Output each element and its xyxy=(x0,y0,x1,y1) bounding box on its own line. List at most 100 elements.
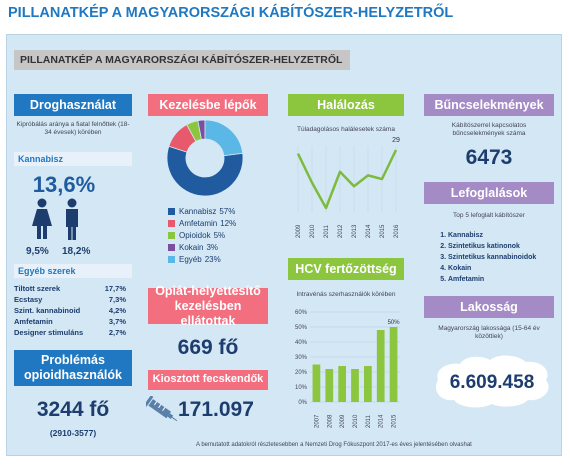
y-tick-label: 30% xyxy=(295,355,308,361)
chart-title: Intravénás szerhasználók körében xyxy=(296,291,396,298)
section-header: Bűncselekmények xyxy=(424,94,554,116)
gender-icons xyxy=(32,198,78,240)
x-tick-label: 2014 xyxy=(379,414,385,428)
row-value: 7,3% xyxy=(108,295,126,304)
section-subtitle: Kábítószerrel kapcsolatos bűncselekménye… xyxy=(451,122,527,138)
row-value: 3,7% xyxy=(108,317,126,326)
section-subtitle: Magyarország lakossága (15-64 év közötti… xyxy=(438,325,540,341)
section-header: Kezelésbe lépők xyxy=(148,94,268,116)
legend: Kannabisz 57% Amfetamin 12% Opioidok 5% Kokain… xyxy=(168,205,268,265)
legend-label: Kannabisz xyxy=(179,206,217,216)
bar xyxy=(338,366,346,402)
section-subtitle: Top 5 lefoglalt kábítószer xyxy=(453,212,525,219)
line-series xyxy=(296,149,398,210)
footer: A bemutatott adatokról részletesebben a … xyxy=(196,442,472,448)
legend-value: 57% xyxy=(219,206,236,216)
legend-value: 5% xyxy=(213,230,226,240)
syringe-icon xyxy=(146,396,178,422)
bar xyxy=(364,366,372,402)
y-tick-label: 60% xyxy=(295,310,308,316)
label: Kannabisz xyxy=(14,152,132,166)
seizure-list: KannabiszSzintetikus katinonokSzintetiku… xyxy=(434,230,568,285)
row-value: 2,7% xyxy=(108,328,126,337)
bar-chart: 0% 10% 20% 30% 40% 50% 60% 2007 2008 2009 2010 2011… xyxy=(295,310,401,428)
list-item: Szintetikus katinonok xyxy=(448,241,568,252)
y-tick-label: 0% xyxy=(298,400,307,406)
row-label: Ecstasy xyxy=(14,295,43,304)
table-row: Ecstasy 7,3% xyxy=(14,295,126,304)
legend-swatch xyxy=(168,243,175,251)
section-header: Droghasználat xyxy=(14,94,132,116)
section-header: Lakosság xyxy=(424,296,554,318)
x-tick-label: 2015 xyxy=(392,414,398,428)
map-shape xyxy=(435,355,549,408)
list-item: Szintetikus kannabinoidok xyxy=(448,252,568,263)
big-number: 3244 fő xyxy=(36,398,110,421)
data-label: 50% xyxy=(388,320,401,326)
legend-entry: Egyéb 23% xyxy=(168,253,268,265)
line-chart: 2009 2010 2011 2012 2013 2014 2015 2016 29 xyxy=(296,137,400,238)
page-title: PILLANATKÉP A MAGYARORSZÁGI KÁBÍTÓSZER-H… xyxy=(8,5,454,21)
x-tick-label: 2014 xyxy=(366,224,372,238)
y-tick-label: 50% xyxy=(295,325,308,331)
section-subtitle: Kipróbálás aránya a fiatal felnőttek (18… xyxy=(16,121,130,137)
legend-swatch xyxy=(168,207,175,215)
table-row: Designer stimuláns 2,7% xyxy=(14,328,126,337)
banner: PILLANATKÉP A MAGYARORSZÁGI KÁBÍTÓSZER-H… xyxy=(14,50,350,70)
chart-title: Túladagolásos halálesetek száma xyxy=(297,126,395,133)
x-tick-label: 2009 xyxy=(296,224,302,238)
x-tick-label: 2012 xyxy=(338,224,344,238)
legend-entry: Opioidok 5% xyxy=(168,229,268,241)
legend-swatch xyxy=(168,219,175,227)
section-header: Problémás opioidhasználók xyxy=(14,350,132,386)
list-item: Kokain xyxy=(448,263,568,274)
donut-chart xyxy=(166,119,244,197)
x-tick-label: 2013 xyxy=(352,224,358,238)
big-number: 171.097 xyxy=(178,398,254,421)
big-number: 6.609.458 xyxy=(449,372,535,393)
bar xyxy=(376,330,385,402)
x-tick-label: 2009 xyxy=(340,414,346,428)
legend-entry: Kokain 3% xyxy=(168,241,268,253)
y-tick-label: 20% xyxy=(295,370,308,376)
table-row: Tiltott szerek 17,7% xyxy=(14,284,126,293)
row-label: Designer stimuláns xyxy=(14,328,84,337)
y-tick-label: 40% xyxy=(295,340,308,346)
donut-slice xyxy=(166,145,244,197)
legend-value: 12% xyxy=(220,218,237,228)
row-label: Amfetamin xyxy=(14,317,53,326)
section-header: Lefoglalások xyxy=(424,182,554,204)
legend-value: 3% xyxy=(206,242,219,252)
range: (2910-3577) xyxy=(49,428,97,438)
list-item: Kannabisz xyxy=(448,230,568,241)
row-value: 4,2% xyxy=(108,306,126,315)
bar xyxy=(351,369,359,402)
row-value: 17,7% xyxy=(104,284,126,293)
legend-label: Kokain xyxy=(179,242,204,252)
section-header: Halálozás xyxy=(288,94,404,116)
big-number: 13,6% xyxy=(32,172,96,197)
bar xyxy=(312,364,321,402)
row-label: Tiltott szerek xyxy=(14,284,61,293)
legend-label: Amfetamin xyxy=(179,218,218,228)
x-tick-label: 2010 xyxy=(310,224,316,238)
label: Egyéb szerek xyxy=(14,264,132,278)
x-tick-label: 2008 xyxy=(327,414,333,428)
legend-value: 23% xyxy=(204,254,221,264)
section-header: Kiosztott fecskendők xyxy=(148,370,268,390)
x-tick-label: 2011 xyxy=(366,414,372,428)
x-tick-label: 2015 xyxy=(380,224,386,238)
section-header: Opiát-helyettesítő kezelésben ellátottak xyxy=(148,284,268,328)
legend-label: Egyéb xyxy=(179,254,202,264)
legend-entry: Amfetamin 12% xyxy=(168,217,268,229)
data-label: 29 xyxy=(392,137,400,144)
x-tick-label: 2011 xyxy=(324,224,330,238)
table-row: Szint. kannabinoid 4,2% xyxy=(14,306,126,315)
list-item: Amfetamin xyxy=(448,274,568,285)
section-header: HCV fertőzöttség xyxy=(288,258,404,280)
bar xyxy=(389,327,398,402)
x-tick-label: 2016 xyxy=(394,224,400,238)
bar xyxy=(325,369,334,402)
